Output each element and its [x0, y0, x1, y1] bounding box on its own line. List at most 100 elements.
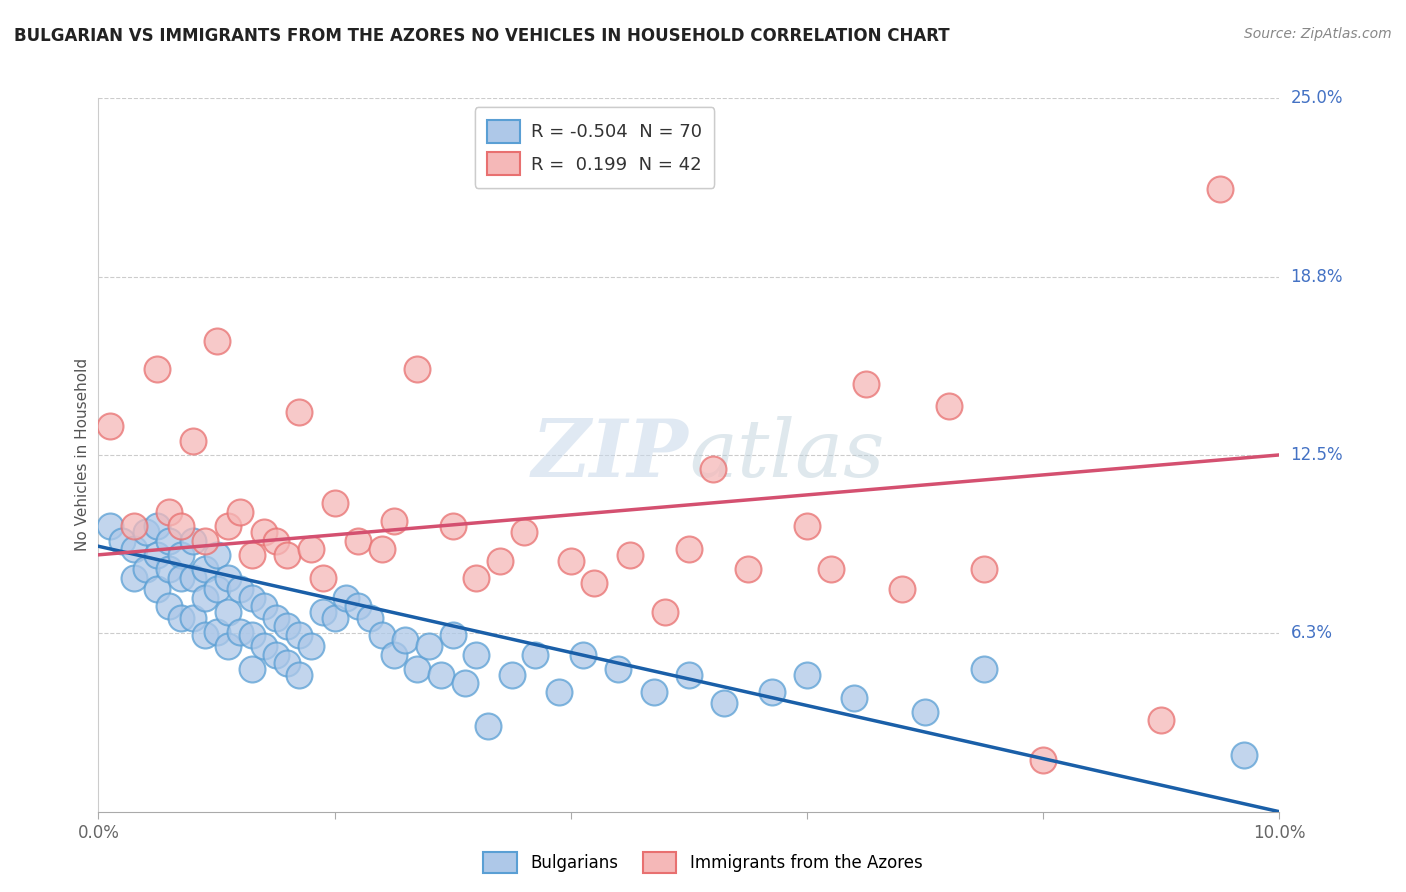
Point: [264, 610, 287, 624]
Point: [560, 553, 582, 567]
Point: [312, 571, 335, 585]
Point: [583, 576, 606, 591]
Point: [98, 419, 121, 434]
Point: [122, 519, 145, 533]
Point: [111, 533, 134, 548]
Point: [229, 624, 252, 639]
Point: [359, 610, 381, 624]
Point: [702, 462, 724, 476]
Point: [914, 705, 936, 719]
Point: [170, 548, 193, 562]
Point: [170, 610, 193, 624]
Text: 25.0%: 25.0%: [1291, 89, 1343, 107]
Point: [229, 582, 252, 596]
Point: [371, 628, 394, 642]
Y-axis label: No Vehicles in Household: No Vehicles in Household: [75, 359, 90, 551]
Point: [323, 496, 346, 510]
Point: [181, 533, 204, 548]
Point: [441, 519, 464, 533]
Point: [205, 582, 228, 596]
Point: [205, 548, 228, 562]
Point: [240, 628, 263, 642]
Legend: Bulgarians, Immigrants from the Azores: Bulgarians, Immigrants from the Azores: [477, 846, 929, 880]
Point: [299, 639, 322, 653]
Point: [146, 548, 169, 562]
Point: [761, 685, 783, 699]
Point: [288, 628, 311, 642]
Point: [253, 599, 276, 614]
Point: [394, 633, 416, 648]
Point: [312, 605, 335, 619]
Point: [276, 657, 298, 671]
Point: [382, 514, 405, 528]
Point: [264, 648, 287, 662]
Point: [1150, 714, 1173, 728]
Point: [465, 571, 488, 585]
Point: [335, 591, 357, 605]
Point: [643, 685, 665, 699]
Point: [855, 376, 877, 391]
Point: [194, 591, 217, 605]
Point: [194, 562, 217, 576]
Point: [299, 542, 322, 557]
Point: [371, 542, 394, 557]
Point: [973, 662, 995, 676]
Point: [194, 628, 217, 642]
Point: [122, 542, 145, 557]
Point: [253, 639, 276, 653]
Point: [205, 334, 228, 348]
Point: [973, 562, 995, 576]
Point: [288, 405, 311, 419]
Point: [170, 571, 193, 585]
Point: [654, 605, 676, 619]
Point: [1209, 182, 1232, 196]
Point: [548, 685, 571, 699]
Point: [217, 605, 239, 619]
Point: [240, 662, 263, 676]
Point: [276, 548, 298, 562]
Point: [157, 562, 180, 576]
Text: Source: ZipAtlas.com: Source: ZipAtlas.com: [1244, 27, 1392, 41]
Text: BULGARIAN VS IMMIGRANTS FROM THE AZORES NO VEHICLES IN HOUSEHOLD CORRELATION CHA: BULGARIAN VS IMMIGRANTS FROM THE AZORES …: [14, 27, 949, 45]
Point: [217, 639, 239, 653]
Point: [844, 690, 866, 705]
Point: [796, 519, 818, 533]
Point: [489, 553, 512, 567]
Text: 12.5%: 12.5%: [1291, 446, 1343, 464]
Point: [205, 624, 228, 639]
Legend: R = -0.504  N = 70, R =  0.199  N = 42: R = -0.504 N = 70, R = 0.199 N = 42: [475, 107, 714, 188]
Point: [157, 599, 180, 614]
Point: [288, 667, 311, 681]
Point: [122, 571, 145, 585]
Point: [512, 524, 534, 539]
Point: [1032, 753, 1054, 767]
Point: [453, 676, 475, 690]
Point: [276, 619, 298, 633]
Point: [157, 533, 180, 548]
Point: [524, 648, 547, 662]
Point: [678, 667, 700, 681]
Point: [713, 696, 735, 710]
Point: [98, 519, 121, 533]
Point: [418, 639, 440, 653]
Point: [240, 591, 263, 605]
Point: [737, 562, 759, 576]
Point: [406, 362, 429, 376]
Point: [571, 648, 593, 662]
Point: [501, 667, 523, 681]
Text: ZIP: ZIP: [531, 417, 689, 493]
Point: [240, 548, 263, 562]
Point: [820, 562, 842, 576]
Point: [170, 519, 193, 533]
Point: [890, 582, 912, 596]
Point: [217, 519, 239, 533]
Text: atlas: atlas: [689, 417, 884, 493]
Point: [406, 662, 429, 676]
Point: [347, 599, 370, 614]
Point: [382, 648, 405, 662]
Text: 6.3%: 6.3%: [1291, 624, 1333, 642]
Point: [619, 548, 641, 562]
Point: [146, 519, 169, 533]
Point: [465, 648, 488, 662]
Point: [430, 667, 453, 681]
